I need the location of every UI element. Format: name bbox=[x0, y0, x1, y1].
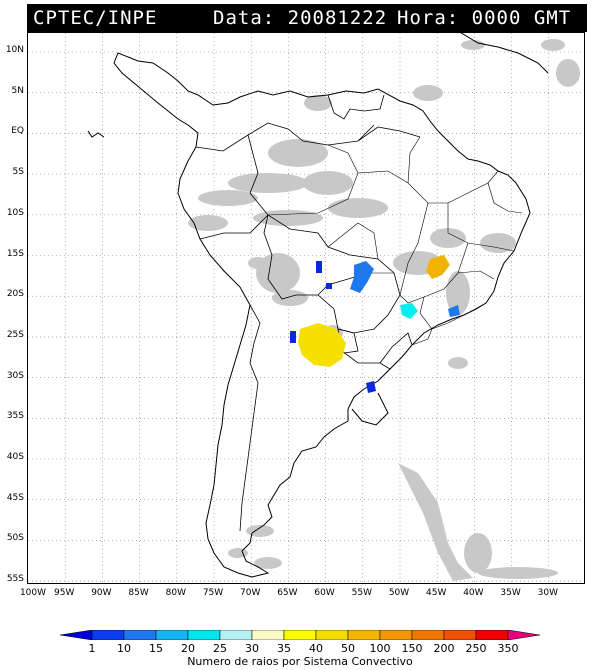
colorbar-tick-label: 40 bbox=[309, 642, 323, 655]
longitude-label: 90W bbox=[91, 588, 112, 598]
colorbar bbox=[60, 630, 540, 640]
lightning-cell-rio-de-janeiro bbox=[448, 305, 460, 317]
colorbar-segment bbox=[123, 630, 157, 640]
colorbar-tick-label: 200 bbox=[433, 642, 455, 655]
lightning-cell-mato-grosso bbox=[316, 261, 322, 273]
title-bar: CPTEC/INPE Data: 20081222 Hora: 0000 GMT bbox=[27, 4, 587, 32]
colorbar-tick-label: 20 bbox=[181, 642, 195, 655]
colorbar-tick-label: 30 bbox=[245, 642, 259, 655]
colorbar-segment bbox=[443, 630, 477, 640]
state-borders bbox=[267, 136, 523, 346]
country-borders bbox=[195, 94, 421, 532]
date-label: Data: 20081222 bbox=[213, 7, 388, 29]
colorbar-segment bbox=[219, 630, 253, 640]
colorbar-tick-label: 150 bbox=[401, 642, 423, 655]
colorbar-segment bbox=[91, 630, 125, 640]
lightning-cell-chaco bbox=[290, 331, 296, 343]
latitude-label: 20S bbox=[6, 289, 24, 300]
colorbar-segment bbox=[475, 630, 509, 640]
agency-label: CPTEC/INPE bbox=[33, 7, 158, 29]
longitude-label: 30W bbox=[537, 588, 558, 598]
colorbar-segment bbox=[411, 630, 445, 640]
colorbar-tick-label: 100 bbox=[369, 642, 391, 655]
coastline bbox=[87, 33, 549, 578]
colorbar-segment bbox=[315, 630, 349, 640]
longitude-label: 75W bbox=[202, 588, 224, 598]
colorbar-caption: Numero de raios por Sistema Convectivo bbox=[187, 655, 413, 668]
longitude-label: 55W bbox=[351, 588, 372, 598]
longitude-label: 65W bbox=[277, 588, 298, 598]
colorbar-segment bbox=[283, 630, 317, 640]
longitude-label: 80W bbox=[165, 588, 186, 598]
latitude-label: 40S bbox=[6, 452, 24, 462]
lightning-cells bbox=[290, 255, 460, 393]
colorbar-segment bbox=[347, 630, 381, 640]
map-panel bbox=[27, 32, 585, 584]
lightning-cell-rio-grande-do-sul bbox=[366, 381, 376, 393]
lightning-cell-mato-grosso-do-sul bbox=[350, 261, 374, 293]
graticule bbox=[28, 33, 584, 583]
longitude-label: 40W bbox=[463, 588, 484, 598]
colorbar-segment bbox=[379, 630, 413, 640]
colorbar-tick-label: 10 bbox=[117, 642, 131, 655]
time-label: Hora: 0000 GMT bbox=[397, 7, 572, 29]
lightning-cell-minas-gerais bbox=[426, 255, 450, 279]
colorbar-tick-label: 35 bbox=[277, 642, 291, 655]
longitude-label: 95W bbox=[54, 588, 75, 598]
colorbar-segment bbox=[507, 630, 540, 640]
longitude-label: 85W bbox=[128, 588, 149, 598]
latitude-label: 35S bbox=[6, 411, 24, 422]
longitude-label: 50W bbox=[388, 588, 410, 598]
colorbar-tick-label: 250 bbox=[465, 642, 487, 655]
latitude-label: 5N bbox=[11, 85, 24, 96]
longitude-label: 45W bbox=[426, 588, 447, 598]
colorbar-segment bbox=[251, 630, 285, 640]
map-svg bbox=[28, 33, 584, 583]
latitude-label: 30S bbox=[6, 370, 24, 381]
latitude-label: 50S bbox=[6, 533, 24, 544]
latitude-label: 55S bbox=[6, 574, 24, 585]
latitude-label: 15S bbox=[6, 248, 24, 259]
latitude-label: EQ bbox=[11, 126, 24, 137]
latitude-label: 25S bbox=[6, 329, 24, 340]
latitude-label: 10N bbox=[5, 45, 24, 55]
colorbar-tick-label: 25 bbox=[213, 642, 227, 655]
latitude-label: 10S bbox=[6, 207, 24, 218]
colorbar-tick-label: 15 bbox=[149, 642, 163, 655]
lightning-cell-sao-paulo bbox=[400, 303, 418, 319]
colorbar-tick-label: 50 bbox=[341, 642, 355, 655]
colorbar-segment bbox=[187, 630, 221, 640]
lightning-cell-small bbox=[326, 283, 332, 289]
colorbar-tick-label: 1 bbox=[88, 642, 96, 655]
longitude-label: 100W bbox=[19, 588, 47, 598]
longitude-label: 35W bbox=[500, 588, 521, 598]
cloud-cover bbox=[188, 39, 580, 581]
colorbar-segment bbox=[60, 630, 93, 640]
longitude-label: 70W bbox=[240, 588, 261, 598]
lightning-cell-paraguay bbox=[298, 323, 346, 367]
latitude-label: 45S bbox=[6, 492, 24, 503]
latitude-label: 5S bbox=[12, 167, 24, 178]
longitude-label: 60W bbox=[314, 588, 335, 598]
colorbar-tick-label: 350 bbox=[497, 642, 519, 655]
colorbar-segment bbox=[155, 630, 189, 640]
